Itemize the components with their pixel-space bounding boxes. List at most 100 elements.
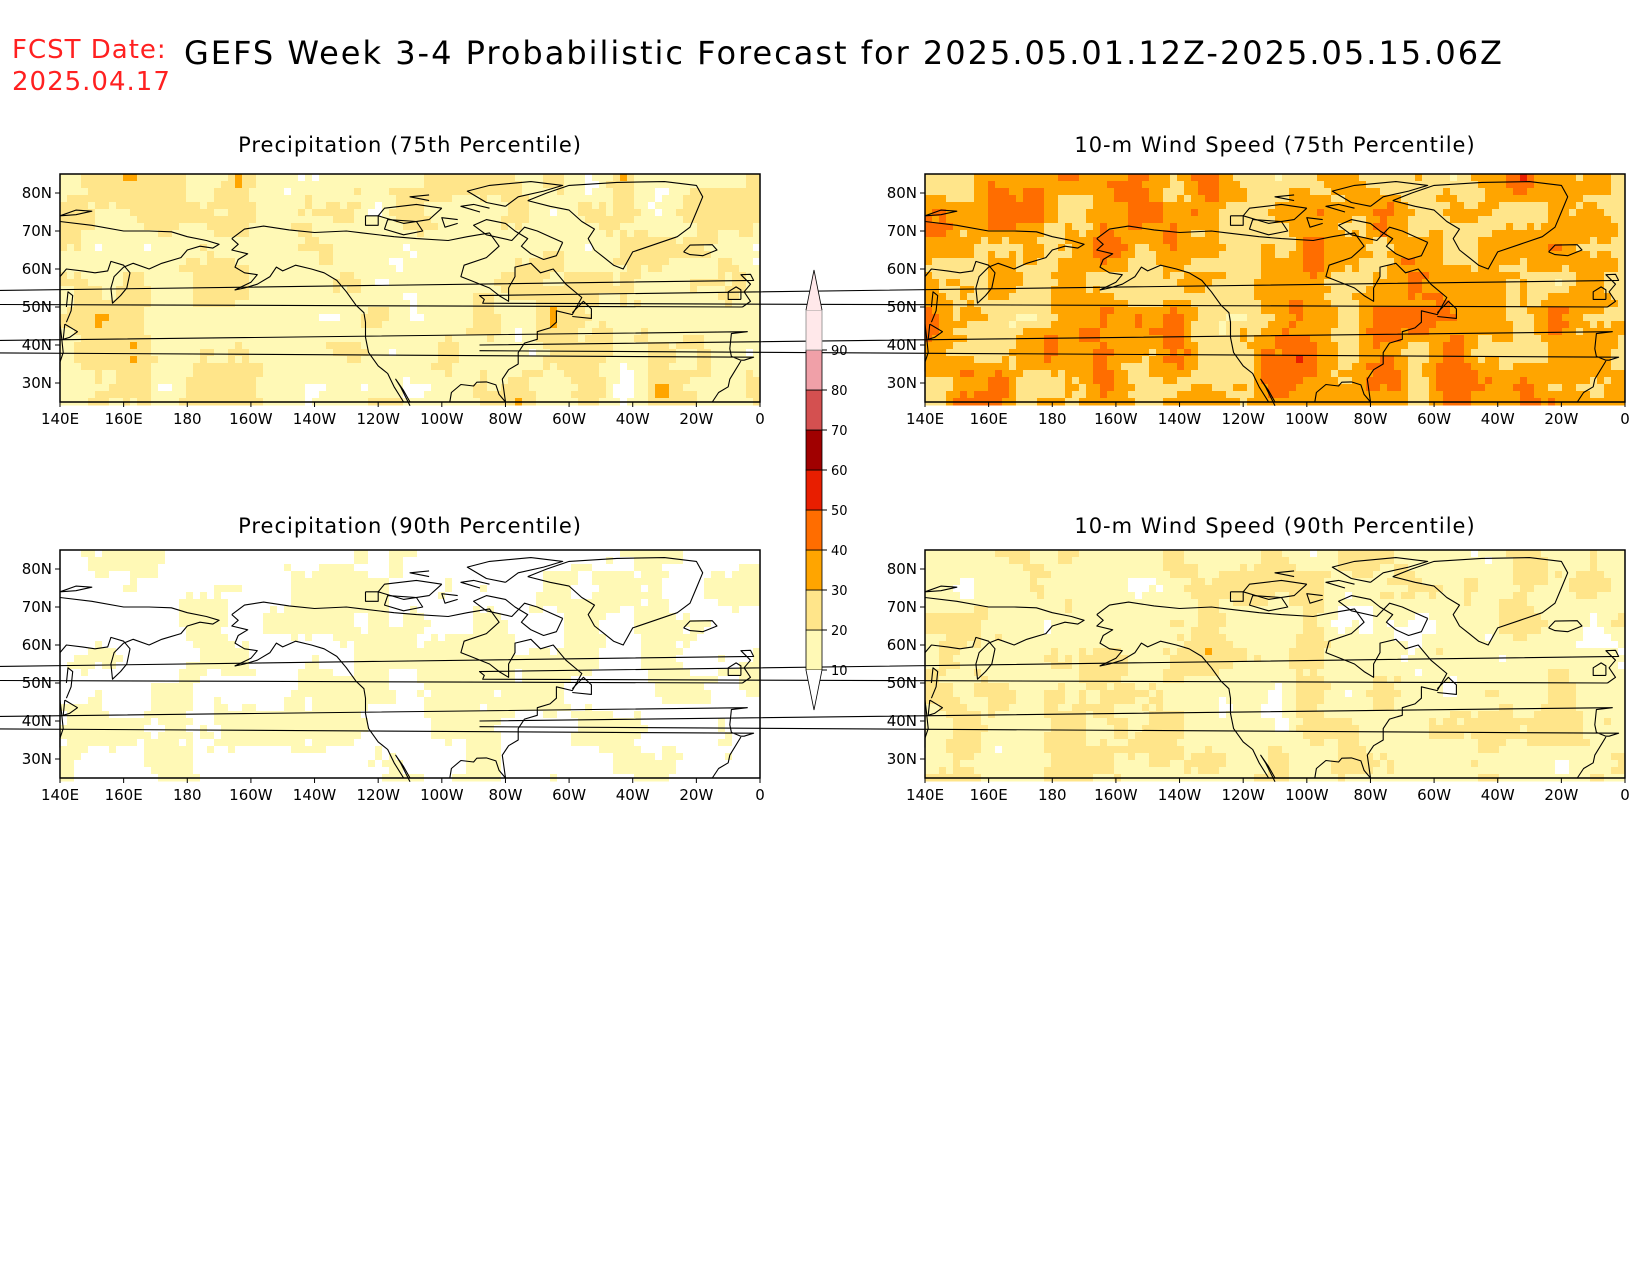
- colorbar-label: 70: [831, 424, 848, 439]
- colorbar-label: 50: [831, 504, 848, 519]
- lon-tick-label: 120W: [356, 786, 400, 804]
- colorbar-swatch: [805, 349, 823, 391]
- coastlines: [0, 557, 755, 783]
- lat-tick-label: 80N: [22, 560, 52, 578]
- lon-tick-label: 120W: [356, 410, 400, 428]
- colorbar-label: 60: [831, 464, 848, 479]
- colorbar-swatch: [805, 469, 823, 511]
- coastlines: [478, 181, 1620, 407]
- lon-tick-label: 40W: [1481, 786, 1515, 804]
- lon-tick-label: 80W: [488, 410, 522, 428]
- panel-title-precip-75: Precipitation (75th Percentile): [238, 133, 582, 157]
- colorbar-swatch: [805, 389, 823, 431]
- colorbar-label: 20: [831, 624, 848, 639]
- lon-tick-label: 160W: [229, 410, 273, 428]
- lon-tick-label: 140W: [293, 410, 337, 428]
- lon-tick-label: 140W: [293, 786, 337, 804]
- lat-tick-label: 50N: [22, 674, 52, 692]
- map-precip-90: 140E 160E 180 160W 140W 120W 100W 80W 60W 40W 20W 0…: [0, 549, 765, 804]
- lon-tick-label: 60W: [1417, 786, 1451, 804]
- lat-tick-label: 60N: [22, 636, 52, 654]
- colorbar-swatch: [805, 509, 823, 551]
- probability-field: [925, 174, 1626, 406]
- lat-tick-label: 50N: [22, 298, 52, 316]
- lat-tick-label: 30N: [887, 750, 917, 768]
- lon-tick-label: 20W: [1544, 786, 1578, 804]
- lon-tick-label: 160E: [105, 786, 143, 804]
- lon-tick-label: 40W: [616, 410, 650, 428]
- lon-tick-label: 180: [173, 786, 202, 804]
- lat-tick-label: 80N: [887, 560, 917, 578]
- lon-tick-label: 160E: [105, 410, 143, 428]
- lon-tick-label: 80W: [1353, 786, 1387, 804]
- lon-tick-label: 100W: [1285, 786, 1329, 804]
- lon-tick-label: 20W: [679, 786, 713, 804]
- lat-tick-label: 60N: [887, 260, 917, 278]
- lon-tick-label: 160W: [1094, 786, 1138, 804]
- colorbar-swatch: [805, 549, 823, 591]
- lat-tick-label: 50N: [887, 674, 917, 692]
- colorbar-swatch: [805, 629, 823, 671]
- map-frame: [59, 549, 761, 779]
- lat-tick-label: 30N: [887, 374, 917, 392]
- probability-field: [60, 550, 761, 782]
- lon-tick-label: 0: [755, 786, 765, 804]
- colorbar-swatch: [805, 309, 823, 351]
- lon-tick-label: 120W: [1221, 410, 1265, 428]
- panel-title-wind-75: 10-m Wind Speed (75th Percentile): [1074, 133, 1476, 157]
- lon-tick-label: 60W: [552, 410, 586, 428]
- lat-tick-label: 80N: [887, 184, 917, 202]
- lat-tick-label: 30N: [22, 750, 52, 768]
- lon-tick-label: 160W: [229, 786, 273, 804]
- colorbar-label: 40: [831, 544, 848, 559]
- lon-tick-label: 160E: [970, 410, 1008, 428]
- fcst-date-value: 2025.04.17: [12, 67, 171, 97]
- lon-tick-label: 140E: [906, 786, 944, 804]
- lat-tick-label: 40N: [887, 712, 917, 730]
- lat-tick-label: 60N: [22, 260, 52, 278]
- map-wind-75: 140E 160E 180 160W 140W 120W 100W 80W 60W 40W 20W 0…: [478, 173, 1630, 428]
- lat-tick-label: 70N: [887, 598, 917, 616]
- lon-tick-label: 100W: [420, 786, 464, 804]
- lon-tick-label: 100W: [420, 410, 464, 428]
- coastlines: [478, 557, 1620, 783]
- colorbar-upper-arrow: [805, 269, 823, 311]
- lat-tick-label: 40N: [22, 712, 52, 730]
- probability-field: [60, 174, 761, 406]
- lon-tick-label: 60W: [1417, 410, 1451, 428]
- lon-tick-label: 40W: [1481, 410, 1515, 428]
- lat-tick-label: 40N: [887, 336, 917, 354]
- lat-tick-label: 70N: [22, 222, 52, 240]
- lon-tick-label: 60W: [552, 786, 586, 804]
- lon-tick-label: 80W: [488, 786, 522, 804]
- lon-tick-label: 140W: [1158, 786, 1202, 804]
- lon-tick-label: 140W: [1158, 410, 1202, 428]
- lat-tick-label: 70N: [887, 222, 917, 240]
- colorbar-label: 10: [831, 664, 848, 679]
- map-frame: [924, 173, 1626, 403]
- map-frame: [924, 549, 1626, 779]
- lat-tick-label: 30N: [22, 374, 52, 392]
- lon-tick-label: 0: [1620, 786, 1630, 804]
- map-frame: [59, 173, 761, 403]
- lon-tick-label: 160E: [970, 786, 1008, 804]
- map-precip-75: 140E 160E 180 160W 140W 120W 100W 80W 60W 40W 20W 0…: [0, 173, 765, 428]
- lon-tick-label: 140E: [41, 410, 79, 428]
- lon-tick-label: 80W: [1353, 410, 1387, 428]
- panel-title-wind-90: 10-m Wind Speed (90th Percentile): [1074, 514, 1476, 538]
- lon-tick-label: 40W: [616, 786, 650, 804]
- panel-title-precip-90: Precipitation (90th Percentile): [238, 514, 582, 538]
- lon-tick-label: 140E: [41, 786, 79, 804]
- lat-tick-label: 40N: [22, 336, 52, 354]
- coastlines: [0, 181, 755, 407]
- fcst-date-label: FCST Date:: [12, 35, 167, 65]
- lon-tick-label: 0: [1620, 410, 1630, 428]
- lon-tick-label: 180: [1038, 786, 1067, 804]
- colorbar: 10 20 30 40 50 60 70 80 90: [805, 269, 848, 711]
- lon-tick-label: 0: [755, 410, 765, 428]
- lon-tick-label: 100W: [1285, 410, 1329, 428]
- map-wind-90: 140E 160E 180 160W 140W 120W 100W 80W 60W 40W 20W 0…: [478, 549, 1630, 804]
- colorbar-swatch: [805, 589, 823, 631]
- lat-tick-label: 80N: [22, 184, 52, 202]
- lat-tick-label: 70N: [22, 598, 52, 616]
